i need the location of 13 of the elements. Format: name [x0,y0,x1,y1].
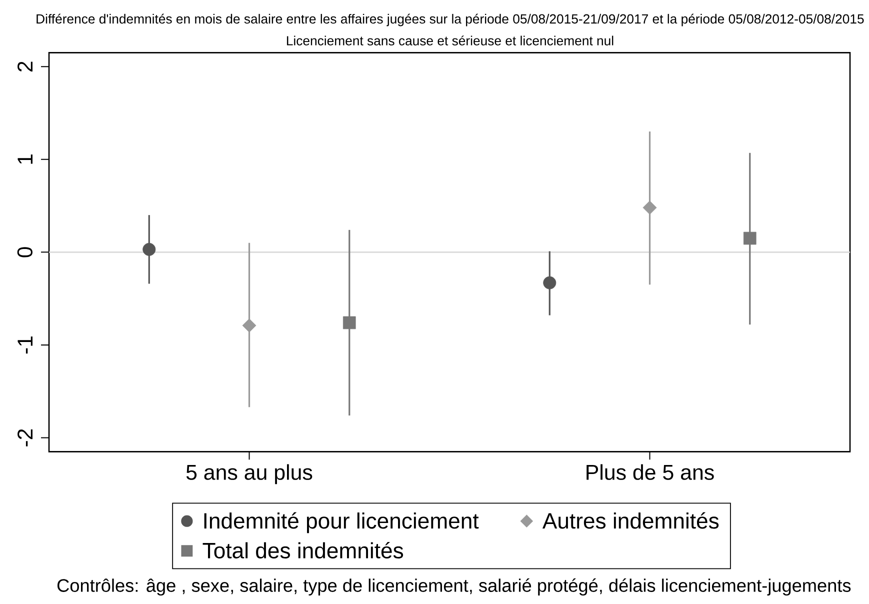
chart-title: Différence d'indemnités en mois de salaire entre les affaires jugées sur la période 05/08/2015-21/09/2017 et la période 05/08/2012-05/08/2015 [36,14,864,26]
y-tick-label: 0 [17,247,32,258]
x-tick-label: Plus de 5 ans [586,464,714,480]
y-tick-label: -1 [18,336,32,354]
y-tick-label: 2 [18,62,32,72]
y-tick-label: -2 [18,429,32,446]
legend-label: Autres indemnités [542,512,719,529]
legend-label: Total des indemnités [202,542,404,558]
text: Contrôles: âge , sexe, salaire, type de licenciement, salarié protégé, délais licenciement-jugements [57,578,851,596]
chart-subtitle: Licenciement sans cause et sérieuse et licenciement nul [286,36,614,46]
legend-label: Indemnité pour licenciement [204,512,479,534]
y-tick-label: 1 [18,154,32,164]
x-tick-label: 5 ans au plus [186,464,312,484]
